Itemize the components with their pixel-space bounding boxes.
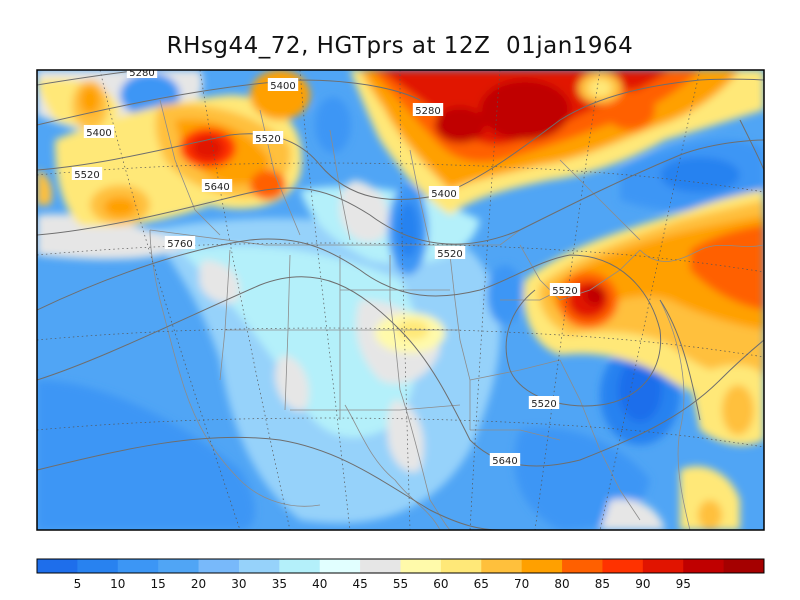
legend-tick-label: 40: [312, 577, 327, 591]
contour-label: 5280: [129, 68, 154, 79]
contour-label: 5280: [415, 106, 440, 117]
legend-tick-label: 35: [272, 577, 287, 591]
legend-swatch: [279, 559, 321, 573]
contour-label: 5520: [552, 286, 577, 297]
political-boundaries: [149, 99, 764, 530]
map-frame: [36, 69, 765, 531]
contour-label: 5640: [204, 182, 229, 193]
contour-label-bg: [428, 186, 460, 199]
legend-tick-label: 65: [474, 577, 489, 591]
contour-label: 5760: [167, 239, 192, 250]
color-legend: 5 10 15 20 30 35 40 45 55 60 65 70 80 85 90 95: [36, 558, 765, 591]
legend-swatch: [319, 559, 361, 573]
legend-swatch: [481, 559, 523, 573]
legend-swatch: [37, 559, 78, 573]
contour-label-bg: [164, 236, 196, 249]
legend-swatch: [158, 559, 200, 573]
contour-label-bg: [252, 131, 284, 144]
legend-tick-label: 20: [191, 577, 206, 591]
contour-label-bg: [71, 167, 103, 180]
legend-swatch: [360, 559, 401, 573]
contour-labels: 5280 5400 5520 5400 5640 5520 5280 5400 5520 5760…: [71, 68, 581, 467]
legend-tick-label: 85: [595, 577, 610, 591]
contour-label-bg: [434, 246, 466, 259]
contour-label: 5520: [255, 134, 280, 145]
graticule: [37, 70, 764, 530]
legend-tick-label: 70: [514, 577, 529, 591]
legend-swatch: [77, 559, 119, 573]
legend-tick-label: 60: [433, 577, 448, 591]
map-title: RHsg44_72, HGTprs at 12Z 01jan1964: [166, 33, 634, 59]
legend-tick-label: 55: [393, 577, 408, 591]
contour-label-bg: [201, 179, 233, 192]
contour-label: 5400: [86, 128, 111, 139]
legend-swatch: [602, 559, 644, 573]
contour-label-bg: [83, 125, 115, 138]
contour-label-bg: [549, 283, 581, 296]
contour-label: 5520: [531, 399, 556, 410]
legend-frame: [36, 558, 765, 574]
contour-label-bg: [489, 453, 521, 466]
contour-label-bg: [126, 70, 158, 78]
legend-tick-label: 90: [635, 577, 650, 591]
contour-label: 5520: [437, 249, 462, 260]
legend-tick-label: 95: [676, 577, 691, 591]
legend-swatch: [723, 559, 765, 573]
contour-label: 5520: [74, 170, 99, 181]
contour-label: 5640: [492, 456, 517, 467]
legend-swatch: [440, 559, 482, 573]
legend-tick-label: 45: [352, 577, 367, 591]
legend-swatch: [238, 559, 280, 573]
legend-swatch: [683, 559, 725, 573]
contour-label-bg: [412, 103, 444, 116]
legend-tick-label: 5: [74, 577, 82, 591]
legend-swatch: [562, 559, 603, 573]
legend-tick-label: 30: [231, 577, 246, 591]
contour-label: 5400: [431, 189, 456, 200]
legend-tick-label: 80: [554, 577, 569, 591]
legend-swatch: [400, 559, 442, 573]
legend-swatch: [198, 559, 240, 573]
legend-swatch: [521, 559, 563, 573]
relative-humidity-field: 5280 5400 5520 5400 5640 5520 5280 5400 5520 5760…: [37, 68, 764, 530]
legend-tick-label: 10: [110, 577, 125, 591]
legend-swatch: [642, 559, 684, 573]
legend-swatch: [117, 559, 159, 573]
contour-label-bg: [528, 396, 560, 409]
contour-label: 5400: [270, 81, 295, 92]
contour-label-bg: [267, 78, 299, 91]
legend-tick-label: 15: [151, 577, 166, 591]
